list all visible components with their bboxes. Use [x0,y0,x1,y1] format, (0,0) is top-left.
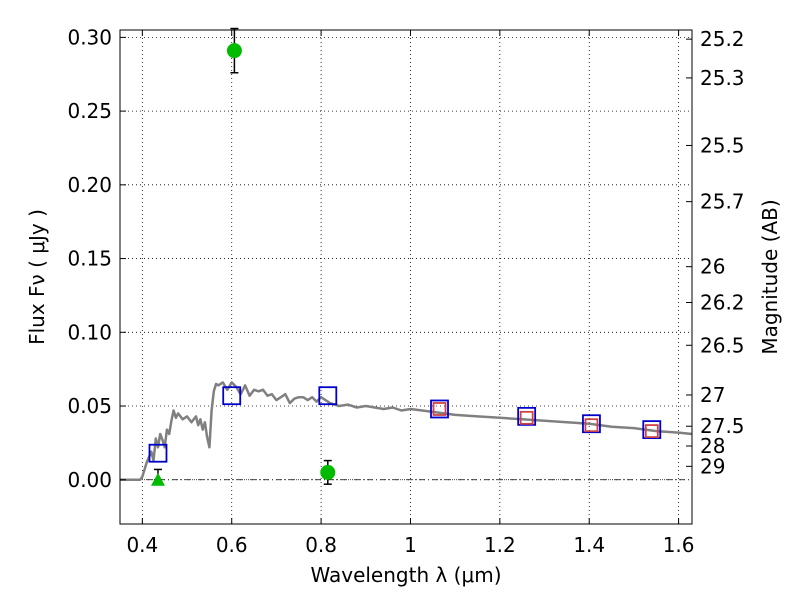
x-tick-label: 1.6 [663,533,695,557]
magnitude-tick-label: 25.7 [700,190,745,214]
model-sed-line [120,381,693,482]
magnitude-tick-label: 26.2 [700,291,745,315]
x-tick-label: 1.2 [484,533,516,557]
magnitude-tick-label: 25.2 [700,27,745,51]
y-tick-label: 0.15 [67,247,112,271]
y2-axis-label: Magnitude (AB) [758,199,782,354]
x-tick-label: 0.6 [216,533,248,557]
magnitude-tick-label: 28 [700,434,725,458]
photometry-square [148,443,168,463]
y-tick-label: 0.00 [67,468,112,492]
magnitude-tick-label: 29 [700,454,725,478]
magnitude-tick-label: 26.5 [700,333,745,357]
photometry-square [584,418,599,433]
magnitude-tick-label: 27.5 [700,414,745,438]
photometry-square [432,402,447,416]
x-tick-label: 1 [404,533,417,557]
model-sed-layer [120,381,693,482]
magnitude-tick-label: 25.3 [700,66,745,90]
detection-point [320,464,336,480]
y-tick-label: 0.20 [67,173,112,197]
photometry-square [644,424,659,438]
axis-ticks: 0.4 0.6 0.8 1 1.2 1.4 1.6 0.00 0.05 0.10 0.15 0.20 0… [67,25,744,557]
photometry-square [582,414,601,434]
upper-limit-triangle [150,472,165,486]
photometry-square [318,386,338,406]
y-tick-label: 0.25 [67,99,112,123]
x-tick-label: 0.8 [305,533,337,557]
photometry-square [517,406,537,426]
y-tick-label: 0.30 [67,25,112,49]
magnitude-tick-label: 27 [700,383,725,407]
x-tick-label: 1.4 [573,533,605,557]
y-tick-label: 0.10 [67,320,112,344]
y-axis-label: Flux Fν ( μJy ) [25,209,49,345]
grid-lines [120,30,692,524]
x-tick-label: 0.4 [126,533,158,557]
magnitude-tick-label: 25.5 [700,133,745,157]
detection-point [226,43,242,59]
photometry-square [519,410,534,425]
magnitude-tick-label: 26 [700,255,725,279]
photometry-markers [148,27,662,486]
photometry-square [430,399,449,419]
photometry-square [222,386,242,406]
y-tick-label: 0.05 [67,394,112,418]
plot-frame [119,29,693,525]
photometry-square [642,420,662,440]
x-axis-label: Wavelength λ (μm) [310,563,501,587]
